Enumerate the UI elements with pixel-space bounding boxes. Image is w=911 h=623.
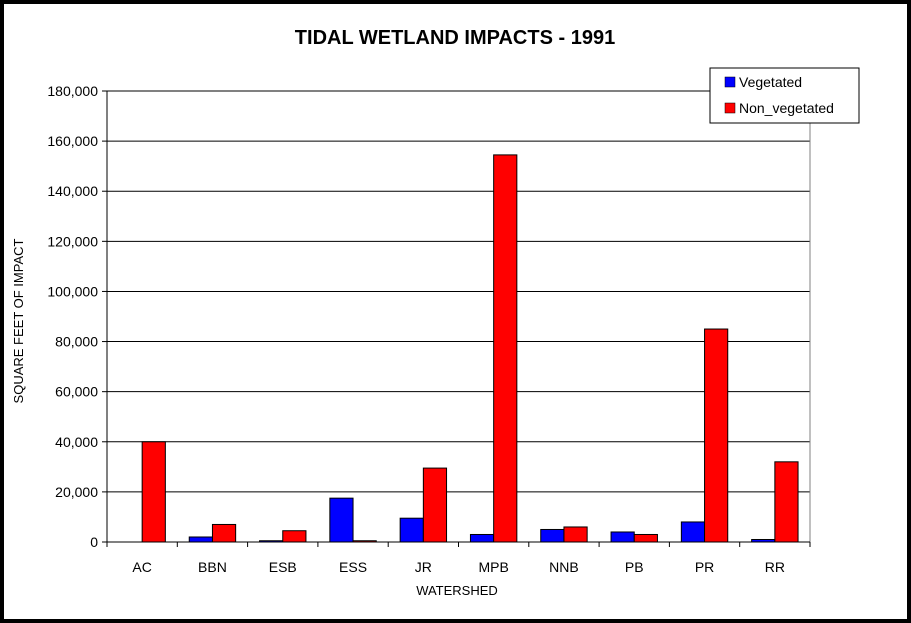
bar-vegetated-nnb <box>540 528 565 543</box>
bar-non-vegetated-jr <box>422 467 448 543</box>
x-axis-label: WATERSHED <box>416 583 498 598</box>
x-tick-label: MPB <box>478 559 508 575</box>
legend-label-vegetated: Vegetated <box>739 74 802 90</box>
x-tick-label: NNB <box>549 559 579 575</box>
bar-non-vegetated-bbn <box>211 523 237 543</box>
bar-non-vegetated-rr <box>774 461 799 543</box>
bar-non-vegetated-mpb <box>493 154 518 543</box>
y-tick-labels: 0 20,000 40,000 60,000 80,000 100,000 120,000 1… <box>47 83 98 550</box>
bar-non-vegetated-ac <box>141 441 166 543</box>
bar-vegetated-mpb <box>469 533 495 543</box>
x-tick-labels: AC BBN ESB ESS JR MPB NNB PB PR RR <box>132 559 785 575</box>
bar-non-vegetated-nnb <box>563 526 588 543</box>
bar-non-vegetated-pr <box>704 328 729 543</box>
y-tick-label: 120,000 <box>47 233 98 249</box>
x-tick-label: AC <box>132 559 151 575</box>
bar-vegetated-pr <box>680 521 706 543</box>
legend-label-non-vegetated: Non_vegetated <box>739 100 834 116</box>
y-tick-label: 80,000 <box>55 334 98 350</box>
y-tick-label: 140,000 <box>47 183 98 199</box>
y-tick-label: 160,000 <box>47 133 98 149</box>
x-tick-label: ESS <box>339 559 367 575</box>
y-tick-label: 100,000 <box>47 283 98 299</box>
x-tick-label: RR <box>765 559 785 575</box>
chart: TIDAL WETLAND IMPACTS - 1991 0 20,000 40,0… <box>4 4 907 619</box>
y-tick-label: 20,000 <box>55 484 98 500</box>
x-tick-label: BBN <box>198 559 227 575</box>
chart-title: TIDAL WETLAND IMPACTS - 1991 <box>295 27 615 49</box>
x-tick-label: PB <box>625 559 644 575</box>
y-tick-label: 60,000 <box>55 384 98 400</box>
bar-non-vegetated-esb <box>282 530 307 543</box>
x-tick-label: ESB <box>269 559 297 575</box>
bar-vegetated-bbn <box>188 536 213 543</box>
legend-swatch-vegetated <box>724 76 736 88</box>
y-axis-label: SQUARE FEET OF IMPACT <box>11 238 26 403</box>
bar-non-vegetated-pb <box>633 533 658 543</box>
gridlines <box>107 90 810 493</box>
y-tick-label: 40,000 <box>55 434 98 450</box>
legend-swatch-non-vegetated <box>724 102 736 114</box>
y-tick-label: 180,000 <box>47 83 98 99</box>
x-tick-label: PR <box>695 559 714 575</box>
bar-vegetated-pb <box>610 531 635 543</box>
axes <box>102 90 811 547</box>
y-tick-label: 0 <box>90 534 98 550</box>
legend: Vegetated Non_vegetated <box>709 67 860 124</box>
bar-vegetated-jr <box>399 517 424 543</box>
x-tick-label: JR <box>415 559 432 575</box>
bar-vegetated-ess <box>329 497 354 543</box>
